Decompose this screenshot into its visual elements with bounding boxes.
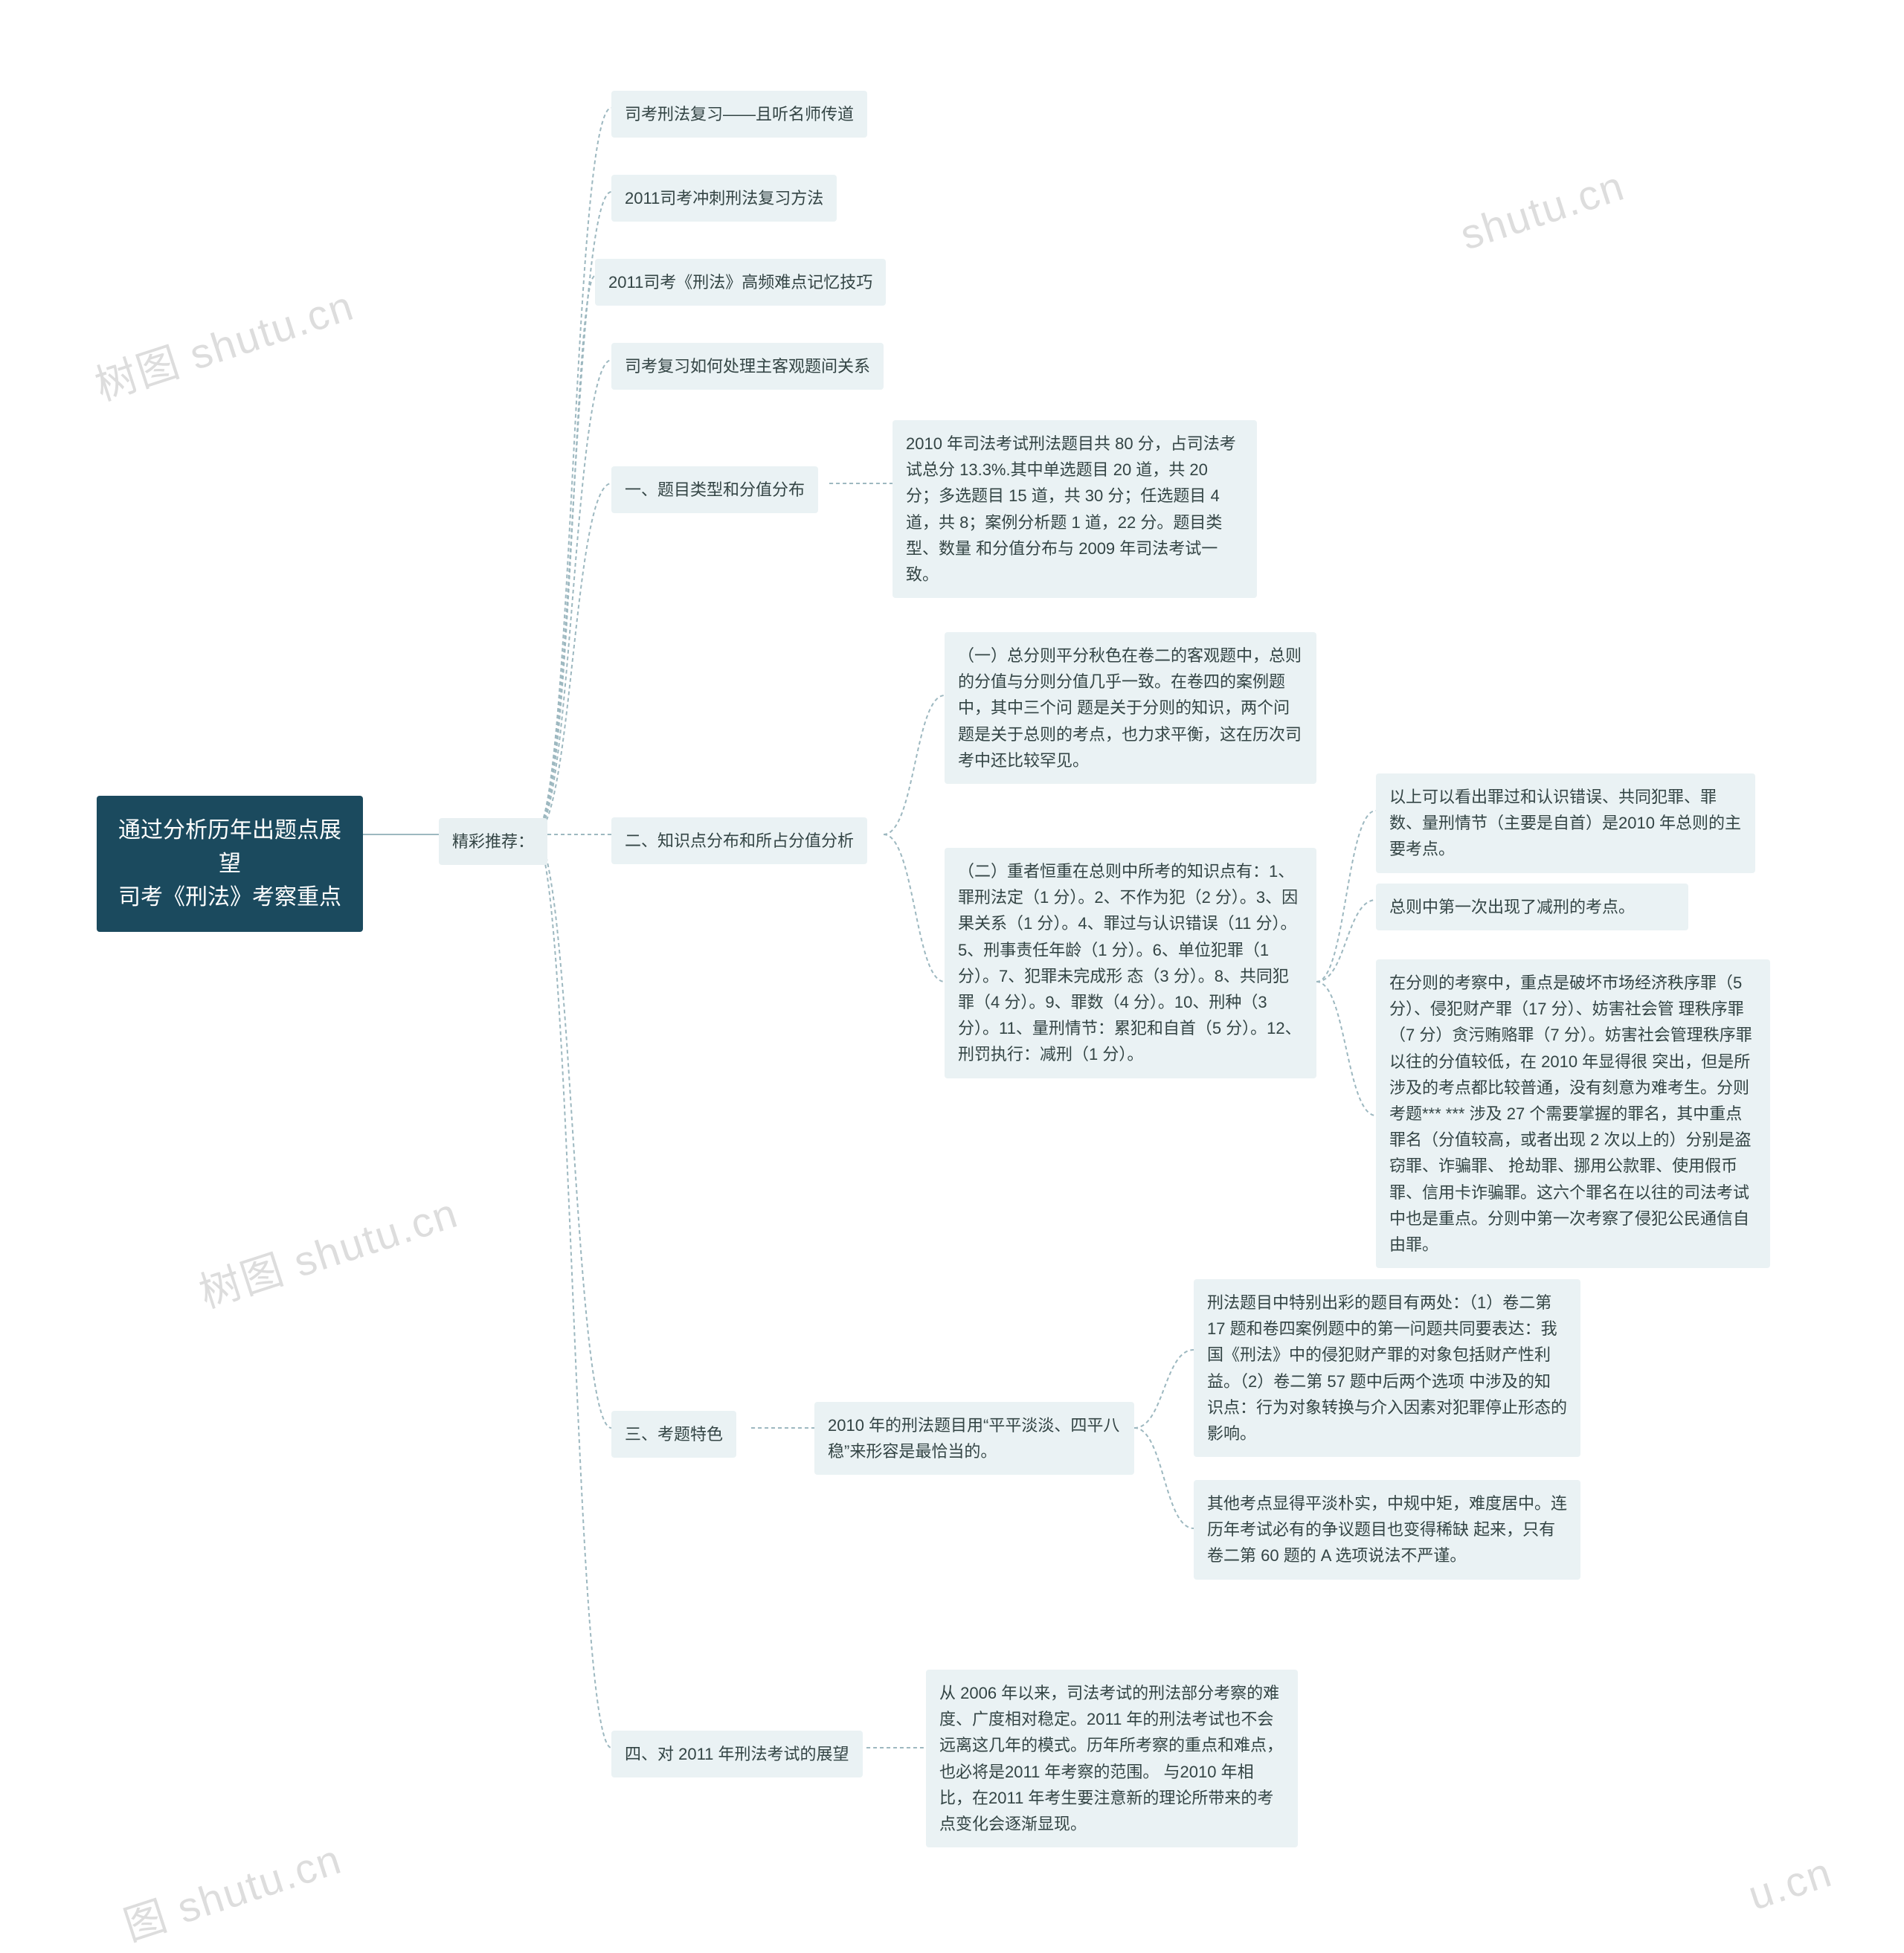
watermark: u.cn (1743, 1847, 1838, 1920)
root-line1: 通过分析历年出题点展望 (118, 818, 341, 876)
branch-2: 2011司考冲刺刑法复习方法 (611, 175, 837, 222)
branch-4: 司考复习如何处理主客观题间关系 (611, 343, 884, 390)
root-node: 通过分析历年出题点展望 司考《刑法》考察重点 (97, 796, 363, 932)
branch-1: 司考刑法复习——且听名师传道 (611, 91, 867, 138)
section-3-r2: 其他考点显得平淡朴实，中规中矩，难度居中。连历年考试必有的争议题目也变得稀缺 起… (1194, 1480, 1580, 1580)
section-3-r1: 刑法题目中特别出彩的题目有两处：（1）卷二第 17 题和卷四案例题中的第一问题共… (1194, 1279, 1580, 1457)
root-line2: 司考《刑法》考察重点 (118, 885, 341, 910)
hub-node: 精彩推荐： (439, 818, 547, 865)
section-2-b-r1: 以上可以看出罪过和认识错误、共同犯罪、罪数、量刑情节（主要是自首）是2010 年… (1376, 773, 1755, 873)
section-2-b-r3: 在分则的考察中，重点是破坏市场经济秩序罪（5 分）、侵犯财产罪（17 分）、妨害… (1376, 959, 1770, 1268)
section-2-b-r2: 总则中第一次出现了减刑的考点。 (1376, 884, 1688, 930)
branch-3: 2011司考《刑法》高频难点记忆技巧 (595, 259, 886, 306)
watermark: shutu.cn (1455, 161, 1631, 259)
section-3-title: 三、考题特色 (611, 1411, 736, 1458)
section-4-title: 四、对 2011 年刑法考试的展望 (611, 1731, 863, 1777)
watermark: 图 shutu.cn (115, 1826, 348, 1953)
section-2-b: （二）重者恒重在总则中所考的知识点有：1、罪刑法定（1 分）。2、不作为犯（2 … (945, 848, 1316, 1078)
section-2-a: （一）总分则平分秋色在卷二的客观题中，总则的分值与分则分值几乎一致。在卷四的案例… (945, 632, 1316, 784)
section-2-title: 二、知识点分布和所占分值分析 (611, 817, 867, 864)
section-1-detail: 2010 年司法考试刑法题目共 80 分，占司法考试总分 13.3%.其中单选题… (892, 420, 1257, 598)
watermark: 树图 shutu.cn (86, 272, 361, 413)
section-4-detail: 从 2006 年以来，司法考试的刑法部分考察的难度、广度相对稳定。2011 年的… (926, 1670, 1298, 1847)
section-3-detail: 2010 年的刑法题目用“平平淡淡、四平八稳”来形容是最恰当的。 (814, 1402, 1134, 1475)
section-1-title: 一、题目类型和分值分布 (611, 466, 818, 513)
watermark: 树图 shutu.cn (190, 1180, 465, 1320)
